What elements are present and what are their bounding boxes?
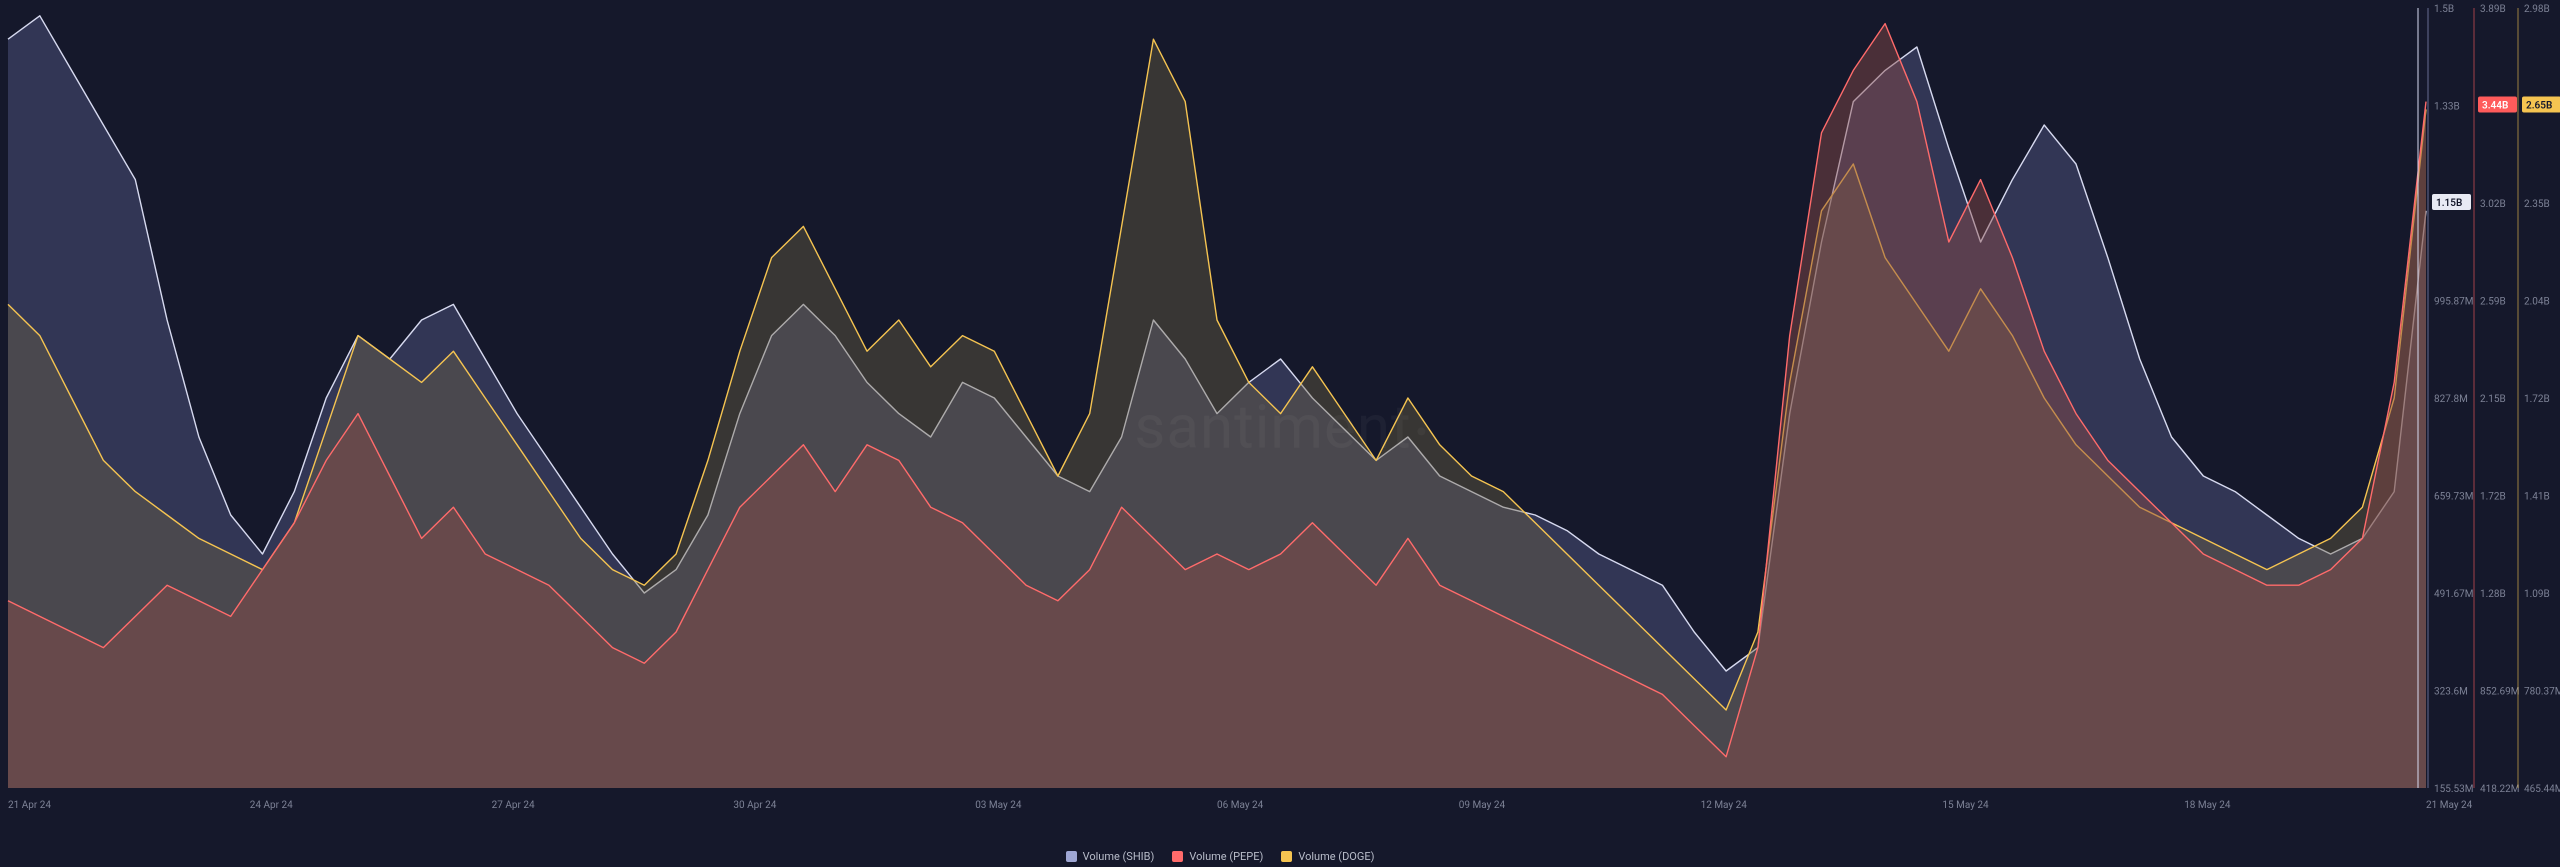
legend-swatch (1066, 851, 1077, 862)
legend-swatch (1281, 851, 1292, 862)
legend-item[interactable]: Volume (SHIB) (1066, 850, 1155, 863)
legend-item[interactable]: Volume (DOGE) (1281, 850, 1374, 863)
y-tick-DOGE: 1.41B (2524, 492, 2550, 503)
legend-swatch (1172, 851, 1183, 862)
x-tick: 21 May 24 (2426, 800, 2473, 811)
x-tick: 03 May 24 (975, 800, 1022, 811)
y-tick-SHIB: 827.8M (2434, 394, 2468, 405)
x-tick: 21 Apr 24 (8, 800, 51, 811)
x-tick: 27 Apr 24 (492, 800, 535, 811)
x-tick: 18 May 24 (2184, 800, 2231, 811)
y-tick-DOGE: 2.35B (2524, 199, 2550, 210)
legend-item[interactable]: Volume (PEPE) (1172, 850, 1263, 863)
chart-container[interactable]: santiment 21 Apr 2424 Apr 2427 Apr 2430 … (0, 0, 2560, 867)
price-tag-PEPE: 3.44B (2478, 97, 2517, 113)
y-tick-SHIB: 995.87M (2434, 297, 2473, 308)
legend: Volume (SHIB) Volume (PEPE) Volume (DOGE) (0, 850, 2440, 863)
legend-label: Volume (SHIB) (1083, 850, 1155, 863)
y-tick-SHIB: 1.5B (2434, 4, 2454, 15)
y-tick-PEPE: 1.28B (2480, 589, 2506, 600)
y-tick-PEPE: 852.69M (2480, 687, 2519, 698)
y-tick-DOGE: 465.44M (2524, 784, 2560, 795)
y-tick-DOGE: 1.72B (2524, 394, 2550, 405)
price-tag-DOGE: 2.65B (2522, 97, 2560, 113)
y-tick-DOGE: 2.04B (2524, 297, 2550, 308)
y-tick-PEPE: 3.02B (2480, 199, 2506, 210)
y-tick-PEPE: 1.72B (2480, 492, 2506, 503)
x-tick: 09 May 24 (1459, 800, 1506, 811)
svg-text:2.65B: 2.65B (2526, 101, 2552, 112)
y-tick-SHIB: 1.33B (2434, 102, 2460, 113)
y-tick-SHIB: 491.67M (2434, 589, 2473, 600)
y-tick-SHIB: 323.6M (2434, 687, 2468, 698)
y-tick-DOGE: 2.98B (2524, 4, 2550, 15)
x-tick: 15 May 24 (1942, 800, 1989, 811)
y-tick-DOGE: 780.37M (2524, 687, 2560, 698)
svg-text:3.44B: 3.44B (2482, 101, 2508, 112)
legend-label: Volume (PEPE) (1189, 850, 1263, 863)
y-tick-PEPE: 418.22M (2480, 784, 2519, 795)
x-tick: 30 Apr 24 (733, 800, 776, 811)
y-tick-SHIB: 155.53M (2434, 784, 2473, 795)
chart-svg[interactable]: 21 Apr 24 24 Apr 24 27 Apr 24 30 Apr 24 03 M… (0, 0, 2560, 867)
x-tick: 12 May 24 (1701, 800, 1748, 811)
y-tick-DOGE: 1.09B (2524, 589, 2550, 600)
x-tick: 06 May 24 (1217, 800, 1264, 811)
y-tick-SHIB: 659.73M (2434, 492, 2473, 503)
y-tick-PEPE: 2.59B (2480, 297, 2506, 308)
y-tick-PEPE: 2.15B (2480, 394, 2506, 405)
legend-label: Volume (DOGE) (1298, 850, 1374, 863)
svg-text:1.15B: 1.15B (2436, 198, 2462, 209)
y-tick-PEPE: 3.89B (2480, 4, 2506, 15)
x-tick: 24 Apr 24 (250, 800, 293, 811)
price-tag-SHIB: 1.15B (2432, 194, 2471, 210)
